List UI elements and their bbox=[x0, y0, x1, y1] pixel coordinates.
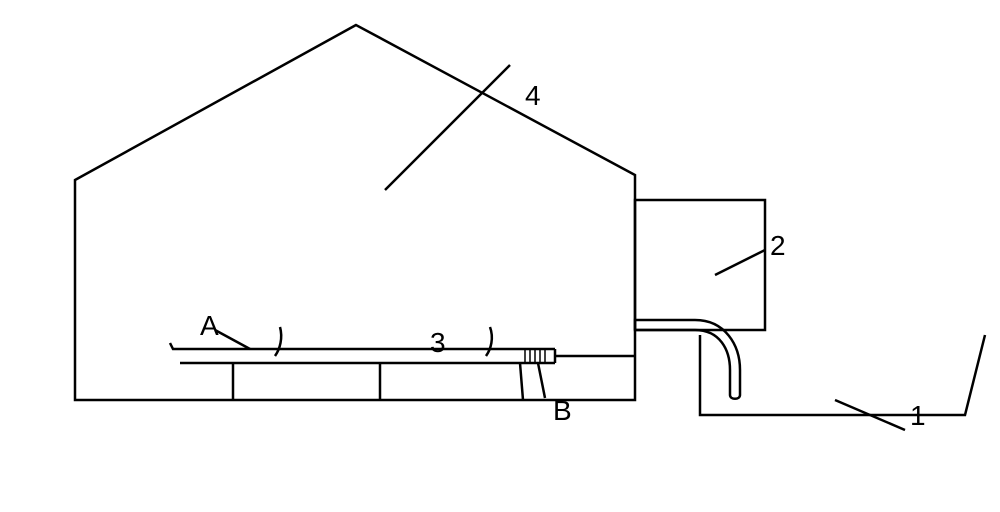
label-B: B bbox=[553, 395, 572, 426]
label-1: 1 bbox=[910, 400, 926, 431]
box-2 bbox=[635, 200, 765, 330]
label-4: 4 bbox=[525, 80, 541, 111]
house-outline bbox=[75, 25, 635, 400]
inner-wavy-1 bbox=[275, 327, 281, 356]
leader-lines bbox=[215, 65, 905, 430]
diagram-root: 1 2 3 4 A B bbox=[75, 25, 985, 431]
inner-wavy-2 bbox=[486, 327, 492, 356]
label-3: 3 bbox=[430, 327, 446, 358]
connecting-pipe bbox=[555, 320, 740, 399]
label-2: 2 bbox=[770, 230, 786, 261]
label-A: A bbox=[200, 310, 219, 341]
platform-assembly bbox=[170, 343, 555, 400]
labels: 1 2 3 4 A B bbox=[200, 80, 926, 431]
